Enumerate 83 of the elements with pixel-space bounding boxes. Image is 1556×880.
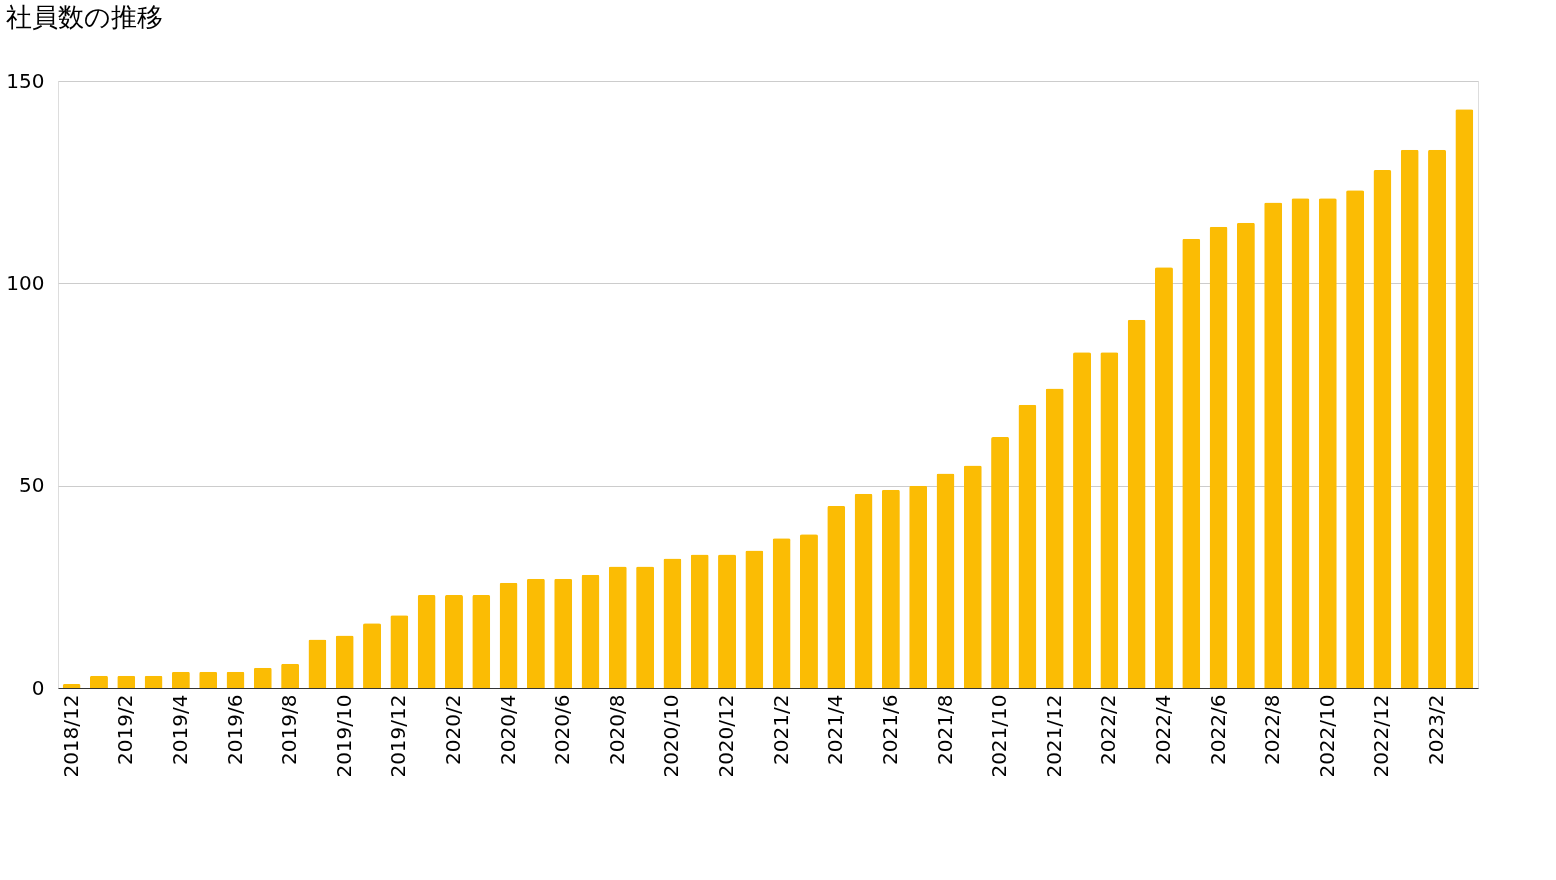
x-tick-label: 2021/8	[932, 694, 957, 765]
bar	[526, 578, 545, 688]
x-tick-label: 2019/12	[386, 694, 411, 778]
bar	[1236, 222, 1255, 688]
bar	[444, 594, 463, 688]
bar	[117, 675, 136, 688]
x-tick-label: 2018/12	[58, 694, 83, 778]
bar	[89, 675, 108, 688]
x-tick-label: 2019/4	[167, 694, 192, 765]
bar	[1455, 109, 1474, 688]
x-tick-label: 2022/2	[1096, 694, 1121, 765]
bar	[608, 566, 627, 688]
bar	[909, 485, 928, 688]
x-tick-label: 2021/2	[768, 694, 793, 765]
x-tick-label: 2020/6	[550, 694, 575, 765]
bar	[1264, 202, 1283, 688]
bar	[253, 667, 272, 688]
x-tick-label: 2021/12	[1041, 694, 1066, 778]
bar	[335, 635, 354, 688]
x-tick-label: 2021/4	[823, 694, 848, 765]
bar	[62, 683, 81, 688]
x-tick-label: 2020/2	[440, 694, 465, 765]
x-tick-label: 2022/8	[1260, 694, 1285, 765]
x-tick-label: 2021/6	[877, 694, 902, 765]
x-tick-label: 2019/2	[113, 694, 138, 765]
bar	[936, 473, 955, 688]
bar	[636, 566, 655, 688]
bar	[499, 582, 518, 688]
bar	[226, 671, 245, 688]
x-tick-label: 2022/4	[1150, 694, 1175, 765]
bar	[881, 489, 900, 688]
y-tick-label: 50	[19, 473, 45, 498]
bar	[363, 623, 382, 688]
bar	[854, 493, 873, 688]
bar	[1400, 149, 1419, 688]
bar	[171, 671, 190, 688]
bar	[1346, 190, 1365, 688]
x-tick-label: 2020/8	[604, 694, 629, 765]
y-tick-label: 0	[31, 675, 45, 700]
x-tick-label: 2019/6	[222, 694, 247, 765]
x-tick-label: 2019/10	[331, 694, 356, 778]
bar	[1428, 149, 1447, 688]
x-tick-label: 2020/10	[659, 694, 684, 778]
bar	[308, 639, 327, 688]
bar	[1291, 198, 1310, 688]
bar	[827, 505, 846, 688]
bar	[1045, 388, 1064, 688]
bar	[144, 675, 163, 688]
bar	[963, 465, 982, 688]
bar	[772, 538, 791, 688]
x-tick-label: 2022/6	[1205, 694, 1230, 765]
bar	[199, 671, 218, 688]
x-tick-label: 2019/8	[277, 694, 302, 765]
bar	[581, 574, 600, 688]
bar	[1154, 267, 1173, 688]
chart-title: 社員数の推移	[5, 2, 163, 32]
bar	[1318, 198, 1337, 688]
x-tick-label: 2022/12	[1369, 694, 1394, 778]
bar	[991, 437, 1010, 688]
x-tick-label: 2023/2	[1424, 694, 1449, 765]
bar	[1182, 238, 1201, 688]
y-tick-label: 100	[6, 270, 45, 295]
bar	[663, 558, 682, 688]
y-tick-label: 150	[6, 68, 45, 93]
bar	[1373, 170, 1392, 688]
bar	[1018, 404, 1037, 688]
bar	[281, 663, 300, 688]
bar	[472, 594, 491, 688]
bar	[690, 554, 709, 688]
bar	[554, 578, 573, 688]
bar	[417, 594, 436, 688]
bar	[799, 534, 818, 688]
bar	[745, 550, 764, 688]
bar	[1209, 226, 1228, 688]
bar	[1073, 352, 1092, 688]
x-tick-label: 2020/4	[495, 694, 520, 765]
x-tick-label: 2022/10	[1314, 694, 1339, 778]
x-tick-label: 2021/10	[987, 694, 1012, 778]
bar	[390, 615, 409, 688]
x-tick-label: 2020/12	[714, 694, 739, 778]
bar	[1100, 352, 1119, 688]
bar	[718, 554, 737, 688]
bar	[1127, 319, 1146, 688]
